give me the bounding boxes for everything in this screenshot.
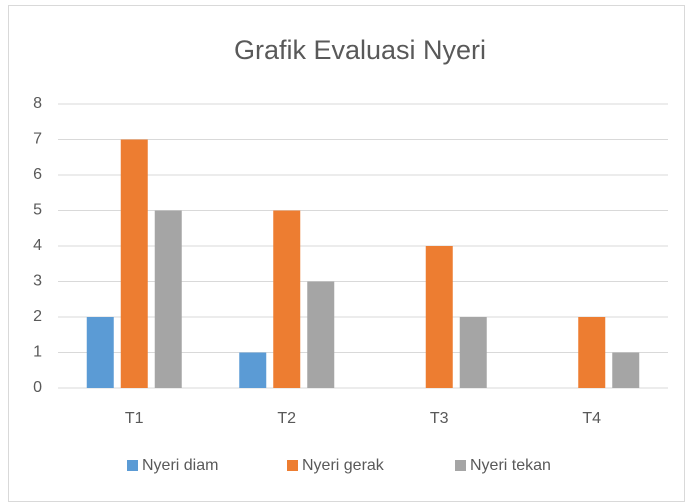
bar — [459, 317, 487, 388]
bar — [273, 210, 301, 388]
legend-label: Nyeri gerak — [302, 457, 385, 474]
y-tick-label: 5 — [33, 202, 42, 219]
x-tick-label: T1 — [125, 410, 144, 427]
legend-swatch — [127, 460, 138, 471]
y-tick-label: 3 — [33, 273, 42, 290]
bar — [120, 139, 148, 388]
y-tick-label: 8 — [33, 95, 42, 112]
bar — [307, 281, 335, 388]
bar — [86, 317, 114, 388]
y-tick-label: 4 — [33, 237, 42, 254]
bar — [239, 352, 267, 388]
bar — [578, 317, 606, 388]
bar — [154, 210, 182, 388]
y-tick-label: 2 — [33, 308, 42, 325]
legend-swatch — [455, 460, 466, 471]
legend-swatch — [287, 460, 298, 471]
legend-label: Nyeri diam — [142, 457, 218, 474]
y-tick-label: 0 — [33, 379, 42, 396]
x-tick-label: T2 — [277, 410, 296, 427]
chart-title: Grafik Evaluasi Nyeri — [234, 35, 486, 65]
legend-label: Nyeri tekan — [470, 457, 551, 474]
y-tick-label: 7 — [33, 131, 42, 148]
bar — [612, 352, 640, 388]
x-tick-label: T4 — [582, 410, 601, 427]
bar — [425, 246, 453, 388]
y-tick-label: 1 — [33, 344, 42, 361]
x-tick-label: T3 — [430, 410, 449, 427]
y-tick-label: 6 — [33, 166, 42, 183]
